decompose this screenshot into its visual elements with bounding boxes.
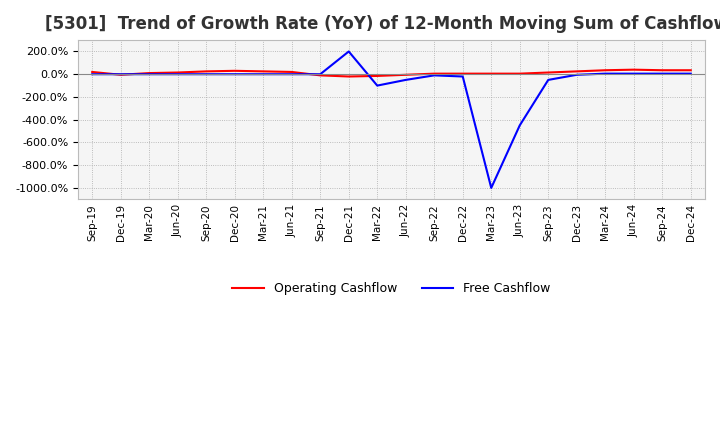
Operating Cashflow bbox=[686, 68, 695, 73]
Operating Cashflow bbox=[316, 73, 325, 78]
Operating Cashflow bbox=[287, 70, 296, 75]
Free Cashflow bbox=[459, 74, 467, 79]
Operating Cashflow bbox=[572, 69, 581, 74]
Operating Cashflow bbox=[88, 70, 96, 75]
Operating Cashflow bbox=[230, 68, 239, 73]
Operating Cashflow bbox=[373, 73, 382, 79]
Operating Cashflow bbox=[658, 68, 667, 73]
Free Cashflow bbox=[373, 83, 382, 88]
Free Cashflow bbox=[202, 72, 210, 77]
Title: [5301]  Trend of Growth Rate (YoY) of 12-Month Moving Sum of Cashflows: [5301] Trend of Growth Rate (YoY) of 12-… bbox=[45, 15, 720, 33]
Free Cashflow bbox=[430, 73, 438, 78]
Free Cashflow bbox=[230, 72, 239, 77]
Free Cashflow bbox=[287, 72, 296, 77]
Operating Cashflow bbox=[487, 71, 495, 76]
Operating Cashflow bbox=[402, 72, 410, 77]
Operating Cashflow bbox=[117, 72, 125, 77]
Operating Cashflow bbox=[174, 70, 182, 75]
Operating Cashflow bbox=[145, 70, 153, 76]
Free Cashflow bbox=[145, 72, 153, 77]
Operating Cashflow bbox=[629, 67, 638, 72]
Operating Cashflow bbox=[344, 74, 353, 79]
Operating Cashflow bbox=[430, 71, 438, 76]
Free Cashflow bbox=[344, 49, 353, 54]
Free Cashflow bbox=[516, 123, 524, 128]
Line: Operating Cashflow: Operating Cashflow bbox=[92, 70, 690, 77]
Free Cashflow bbox=[601, 71, 610, 76]
Operating Cashflow bbox=[259, 69, 268, 74]
Free Cashflow bbox=[686, 71, 695, 76]
Free Cashflow bbox=[658, 71, 667, 76]
Free Cashflow bbox=[402, 77, 410, 83]
Free Cashflow bbox=[117, 72, 125, 77]
Free Cashflow bbox=[259, 72, 268, 77]
Legend: Operating Cashflow, Free Cashflow: Operating Cashflow, Free Cashflow bbox=[228, 277, 556, 300]
Operating Cashflow bbox=[516, 71, 524, 76]
Free Cashflow bbox=[572, 72, 581, 77]
Line: Free Cashflow: Free Cashflow bbox=[92, 51, 690, 188]
Free Cashflow bbox=[487, 185, 495, 191]
Operating Cashflow bbox=[202, 69, 210, 74]
Operating Cashflow bbox=[601, 68, 610, 73]
Free Cashflow bbox=[629, 71, 638, 76]
Free Cashflow bbox=[174, 72, 182, 77]
Operating Cashflow bbox=[459, 71, 467, 76]
Operating Cashflow bbox=[544, 70, 552, 75]
Free Cashflow bbox=[316, 72, 325, 77]
Free Cashflow bbox=[544, 77, 552, 83]
Free Cashflow bbox=[88, 72, 96, 77]
